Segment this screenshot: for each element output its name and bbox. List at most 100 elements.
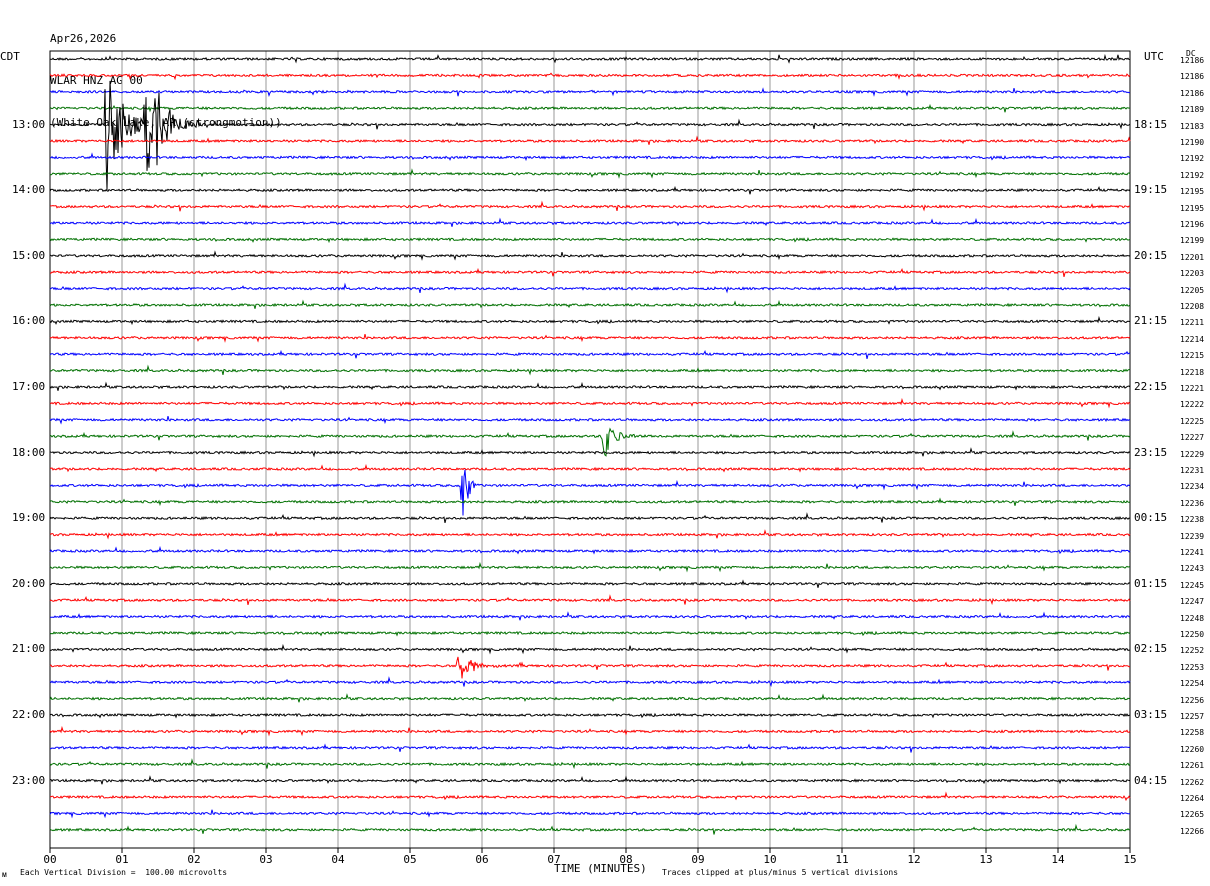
- dc-offset-value: 12214: [1180, 334, 1205, 344]
- trace-42: [50, 743, 1131, 753]
- scale-note: Each Vertical Division = 100.00 microvol…: [20, 868, 228, 877]
- dc-offset-value: 12192: [1180, 154, 1205, 164]
- dc-offset-value: 12221: [1180, 384, 1205, 393]
- x-tick-label-10: 10: [763, 853, 776, 866]
- trace-21: [49, 397, 1131, 409]
- right-hour-label: 03:15: [1134, 708, 1168, 721]
- dc-offset-value: 12236: [1180, 498, 1205, 508]
- dc-offset-value: 12195: [1180, 203, 1205, 213]
- dc-offset-value: 12238: [1180, 515, 1205, 525]
- x-axis: 00 01 02 03 04 05 06 07 08 09 10 11 12 13 14 15: [43, 848, 1137, 866]
- x-tick-label-13: 13: [979, 853, 992, 866]
- trace-5: [49, 135, 1131, 145]
- left-hour-label: 13:00: [12, 117, 46, 131]
- trace-27: [49, 497, 1131, 507]
- dc-offset-value: 12199: [1180, 236, 1205, 246]
- left-timezone-label: CDT: [0, 50, 20, 63]
- trace-31: [49, 561, 1131, 573]
- trace-30: [49, 545, 1131, 555]
- trace-8: [49, 185, 1131, 195]
- dc-offset-value: 12239: [1180, 531, 1205, 541]
- right-hour-label: 04:15: [1134, 773, 1168, 787]
- dc-offset-value: 12261: [1180, 761, 1205, 771]
- right-hour-label: 01:15: [1134, 576, 1168, 590]
- corner-mark: ᴍ: [2, 870, 7, 879]
- x-tick-label-15: 15: [1123, 853, 1136, 866]
- trace-0: [50, 53, 1131, 64]
- trace-44: [49, 775, 1131, 785]
- right-hour-label: 22:15: [1134, 380, 1168, 393]
- trace-45: [50, 791, 1131, 802]
- left-hour-label: 18:00: [12, 445, 46, 459]
- dc-offset-value: 12208: [1180, 302, 1205, 311]
- right-hour-label: 19:15: [1134, 183, 1168, 197]
- trace-4: [49, 80, 1131, 191]
- dc-offset-value: 12262: [1180, 777, 1205, 787]
- trace-47: [49, 823, 1131, 835]
- right-hour-label: 21:15: [1134, 314, 1168, 328]
- trace-41: [49, 725, 1131, 737]
- dc-offset-value: 12222: [1180, 400, 1205, 410]
- left-hour-label: 16:00: [12, 314, 46, 328]
- dc-offset-value: 12190: [1180, 138, 1205, 147]
- trace-12: [49, 250, 1131, 261]
- dc-offset-value: 12186: [1180, 56, 1205, 65]
- trace-11: [49, 237, 1131, 244]
- trace-9: [49, 200, 1131, 212]
- x-axis-title: TIME (MINUTES): [554, 862, 647, 875]
- dc-offset-value: 12201: [1180, 252, 1205, 262]
- dc-offset-value: 12203: [1180, 269, 1205, 279]
- trace-25: [49, 463, 1131, 473]
- trace-20: [49, 381, 1131, 391]
- dc-offset-value: 12211: [1180, 318, 1205, 328]
- left-hour-label: 15:00: [12, 248, 46, 262]
- dc-offset-value: 12253: [1180, 662, 1205, 672]
- dc-offset-value: 12248: [1180, 613, 1205, 623]
- right-hour-label: 20:15: [1134, 248, 1168, 262]
- right-hour-label: 00:15: [1134, 511, 1168, 525]
- dc-offset-value: 12205: [1180, 285, 1205, 295]
- trace-38: [49, 676, 1131, 688]
- dc-offset-value: 12256: [1180, 695, 1205, 705]
- right-hour-label: 02:15: [1134, 642, 1168, 656]
- trace-10: [49, 217, 1131, 227]
- trace-7: [49, 168, 1131, 179]
- dc-offset-value: 12189: [1180, 105, 1205, 115]
- dc-offset-value: 12252: [1180, 646, 1205, 656]
- trace-37: [49, 656, 1131, 679]
- trace-19: [49, 364, 1131, 376]
- dc-offset-value: 12266: [1180, 826, 1205, 836]
- left-hour-label: 20:00: [12, 576, 46, 590]
- dc-offset-value: 12218: [1180, 367, 1205, 377]
- trace-29: [49, 529, 1131, 540]
- dc-offset-value: 12227: [1180, 433, 1205, 443]
- x-tick-label-08: 08: [619, 853, 632, 866]
- trace-33: [49, 594, 1131, 606]
- x-tick-label-14: 14: [1051, 853, 1065, 866]
- clip-note: Traces clipped at plus/minus 5 vertical …: [662, 868, 899, 877]
- right-hour-label: 23:15: [1134, 445, 1168, 459]
- dc-offset-value: 12241: [1180, 548, 1205, 557]
- trace-16: [49, 315, 1131, 326]
- trace-35: [49, 630, 1131, 637]
- left-hour-label: 14:00: [12, 183, 46, 197]
- seismic-traces: [49, 53, 1131, 835]
- x-tick-label-11: 11: [835, 853, 848, 866]
- dc-offset-value: 12265: [1180, 810, 1205, 820]
- dc-offset-value: 12260: [1180, 744, 1205, 754]
- x-tick-label-00: 00: [43, 853, 56, 866]
- trace-22: [49, 415, 1131, 425]
- trace-18: [49, 349, 1131, 360]
- x-tick-label-09: 09: [691, 853, 704, 866]
- dc-offset-value: 12183: [1180, 121, 1205, 131]
- trace-2: [49, 87, 1131, 97]
- dc-offset-value: 12192: [1180, 170, 1205, 180]
- trace-26: [49, 469, 1131, 516]
- x-tick-label-06: 06: [475, 853, 488, 866]
- dc-offset-value: 12243: [1180, 564, 1205, 574]
- dc-offset-value: 12234: [1180, 482, 1205, 492]
- dc-offset-value: 12215: [1180, 351, 1205, 361]
- dc-offset-value: 12186: [1180, 72, 1205, 82]
- plot-frame: [49, 50, 1131, 849]
